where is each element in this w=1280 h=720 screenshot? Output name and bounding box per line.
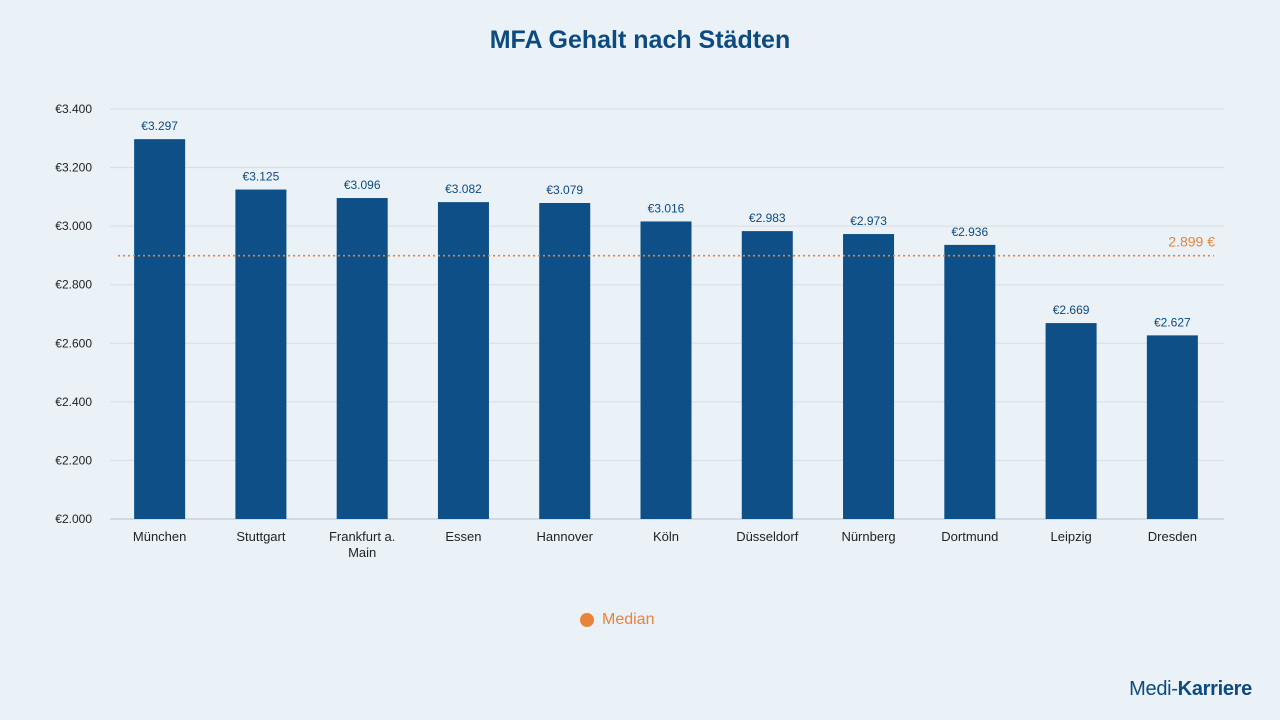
y-axis-ticks: €2.000 €2.200 €2.400 €2.600 €2.800 €3.000 €3.2… — [55, 102, 92, 526]
medi-karriere-logo: Medi-Karriere — [1129, 678, 1252, 701]
category-labels: München Stuttgart Frankfurt a. Main Essen Han… — [133, 529, 1197, 560]
data-label: €3.082 — [445, 182, 482, 196]
data-label: €3.297 — [141, 119, 178, 133]
data-label: €2.627 — [1154, 315, 1191, 329]
y-tick-label: €2.400 — [55, 395, 92, 409]
bar — [1146, 335, 1198, 519]
data-label: €2.983 — [749, 211, 786, 225]
category-label: Hannover — [537, 529, 594, 544]
logo-part2: Karriere — [1177, 678, 1253, 700]
bar — [235, 189, 287, 520]
data-label: €3.125 — [243, 170, 280, 184]
category-label: Leipzig — [1050, 529, 1091, 544]
y-tick-label: €2.800 — [55, 278, 92, 292]
y-tick-label: €2.600 — [55, 336, 92, 350]
category-label: Köln — [653, 529, 679, 544]
data-label: €3.079 — [546, 183, 583, 197]
category-label: Nürnberg — [841, 529, 895, 544]
bar — [741, 231, 793, 519]
category-label: Düsseldorf — [736, 529, 799, 544]
bar — [843, 234, 895, 520]
bar — [1045, 323, 1097, 519]
data-label: €2.936 — [951, 225, 988, 239]
bar — [944, 244, 996, 519]
bars — [134, 139, 1198, 520]
category-label: Stuttgart — [236, 529, 286, 544]
data-labels: €3.297 €3.125 €3.096 €3.082 €3.079 €3.016 €2.9… — [141, 119, 1191, 329]
category-label: München — [133, 529, 186, 544]
y-tick-label: €2.200 — [55, 453, 92, 467]
data-label: €2.973 — [850, 214, 887, 228]
bar — [640, 221, 692, 519]
legend-median-marker — [580, 613, 594, 627]
bar — [336, 198, 388, 519]
category-label: Dresden — [1148, 529, 1197, 544]
legend: Median — [580, 611, 654, 629]
category-label: Essen — [445, 529, 481, 544]
bar — [437, 202, 489, 519]
data-label: €2.669 — [1053, 303, 1090, 317]
logo-part1: Medi- — [1129, 678, 1178, 700]
category-label: Frankfurt a. Main — [329, 529, 395, 560]
y-tick-label: €3.400 — [55, 102, 92, 116]
data-label: €3.016 — [648, 201, 685, 215]
bar — [539, 203, 591, 519]
chart-title: MFA Gehalt nach Städten — [489, 26, 791, 54]
category-label: Dortmund — [941, 529, 998, 544]
median-line-group: 2.899 € — [118, 234, 1215, 257]
median-value-label: 2.899 € — [1168, 234, 1215, 250]
legend-median-label: Median — [602, 611, 655, 628]
bar — [134, 139, 186, 519]
y-tick-label: €2.000 — [55, 512, 92, 526]
data-label: €3.096 — [344, 178, 381, 192]
y-tick-label: €3.200 — [55, 161, 92, 175]
y-tick-label: €3.000 — [55, 219, 92, 233]
